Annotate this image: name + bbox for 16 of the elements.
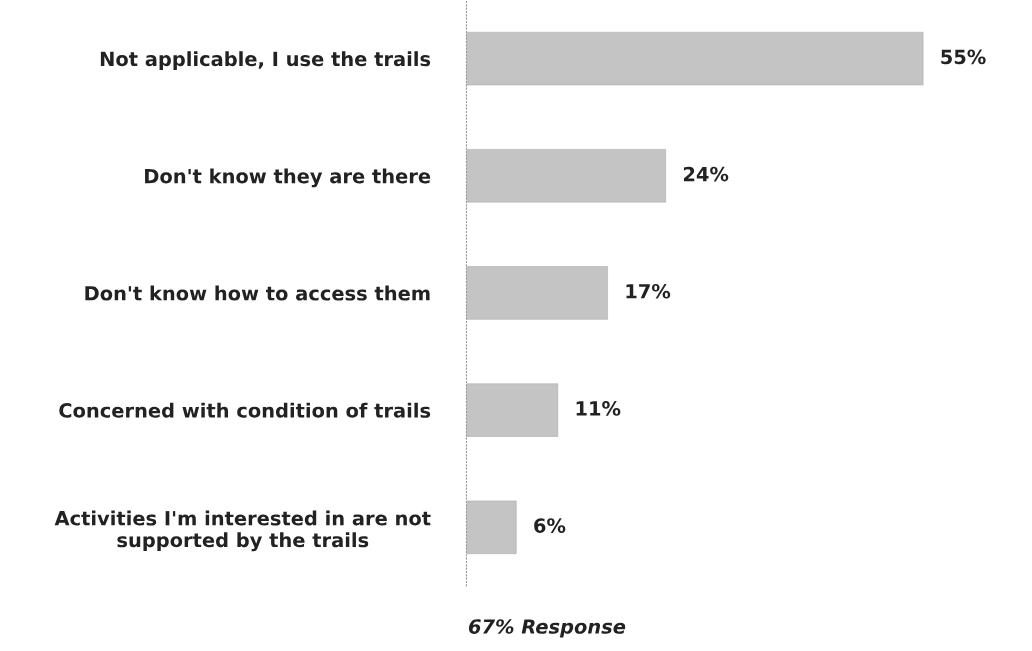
bar bbox=[466, 500, 517, 554]
y-tick-label: Concerned with condition of trails bbox=[59, 402, 431, 418]
bar bbox=[466, 31, 924, 86]
data-label: 11% bbox=[576, 401, 621, 416]
text: 67% Response bbox=[468, 619, 626, 638]
bar bbox=[466, 149, 666, 203]
data-label: 24% bbox=[683, 166, 729, 182]
y-tick-label: Don't know they are there bbox=[145, 168, 431, 188]
data-label: 55% bbox=[941, 49, 986, 65]
y-tick-label: Activities I'm interested in are not supported by the trails bbox=[54, 510, 431, 552]
y-tick-label: Don't know how to access them bbox=[85, 285, 430, 301]
y-tick-label: Not applicable, I use the trails bbox=[100, 51, 431, 71]
data-label: 6% bbox=[534, 518, 566, 533]
bar bbox=[466, 266, 608, 320]
bar bbox=[466, 383, 559, 437]
data-label: 17% bbox=[626, 283, 671, 299]
